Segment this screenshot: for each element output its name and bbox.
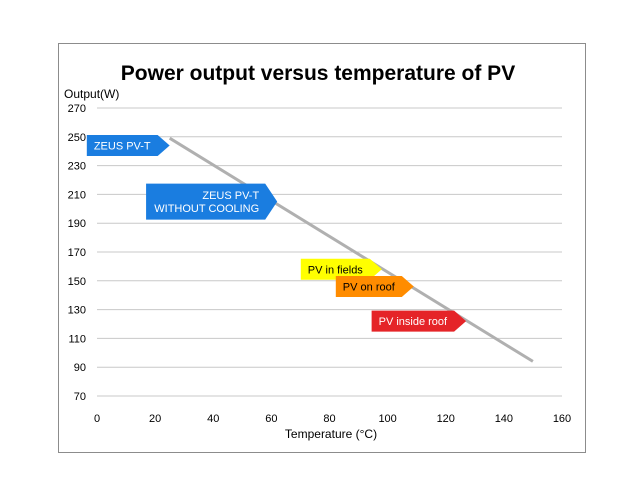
y-tick-label: 90 bbox=[74, 362, 86, 374]
y-tick-label: 130 bbox=[68, 305, 86, 317]
x-tick-label: 120 bbox=[437, 413, 455, 425]
annotation-label: PV on roof bbox=[343, 282, 396, 294]
annotation-shape bbox=[86, 134, 170, 156]
y-tick-label: 170 bbox=[68, 247, 86, 259]
annotation-shape bbox=[335, 276, 414, 298]
x-tick-label: 40 bbox=[207, 413, 219, 425]
y-tick-label: 190 bbox=[68, 218, 86, 230]
y-tick-label: 230 bbox=[68, 161, 86, 173]
x-tick-label: 0 bbox=[94, 413, 100, 425]
annotation-label: ZEUS PV-T bbox=[202, 190, 259, 202]
x-tick-labels: 0 20 40 60 80 100 120 140 160 bbox=[94, 413, 571, 425]
annotation-shape bbox=[300, 258, 382, 280]
annotation-label: PV in fields bbox=[308, 264, 364, 276]
series-line bbox=[168, 136, 534, 363]
y-axis-label: Output(W) bbox=[64, 87, 119, 101]
x-tick-label: 100 bbox=[378, 413, 396, 425]
y-tick-label: 250 bbox=[68, 132, 86, 144]
series bbox=[168, 136, 534, 363]
x-tick-label: 20 bbox=[149, 413, 161, 425]
y-tick-label: 210 bbox=[68, 189, 86, 201]
y-tick-labels: 70 90 110 130 150 170 190 210 230 250 270 bbox=[68, 103, 86, 403]
annotation-shape bbox=[371, 310, 467, 332]
annotation-label: WITHOUT COOLING bbox=[154, 203, 259, 215]
y-tick-label: 270 bbox=[68, 103, 86, 115]
annotation-shape bbox=[146, 183, 278, 220]
annotation-tag: PV in fields bbox=[300, 258, 382, 280]
x-tick-label: 60 bbox=[265, 413, 277, 425]
x-tick-label: 80 bbox=[323, 413, 335, 425]
annotation-label: ZEUS PV-T bbox=[94, 140, 151, 152]
grid bbox=[97, 107, 562, 397]
annotation-tag: PV inside roof bbox=[371, 310, 467, 332]
annotation-tag: ZEUS PV-T bbox=[86, 134, 170, 156]
annotation-tag: PV on roof bbox=[335, 276, 414, 298]
chart-frame bbox=[58, 43, 586, 453]
x-tick-label: 140 bbox=[495, 413, 513, 425]
x-axis-label: Temperature (°C) bbox=[285, 427, 377, 441]
y-tick-label: 150 bbox=[68, 276, 86, 288]
annotation-label: PV inside roof bbox=[379, 316, 448, 328]
chart-title: Power output versus temperature of PV bbox=[121, 62, 515, 85]
y-tick-label: 70 bbox=[74, 391, 86, 403]
x-tick-label: 160 bbox=[553, 413, 571, 425]
y-tick-label: 110 bbox=[68, 333, 86, 345]
